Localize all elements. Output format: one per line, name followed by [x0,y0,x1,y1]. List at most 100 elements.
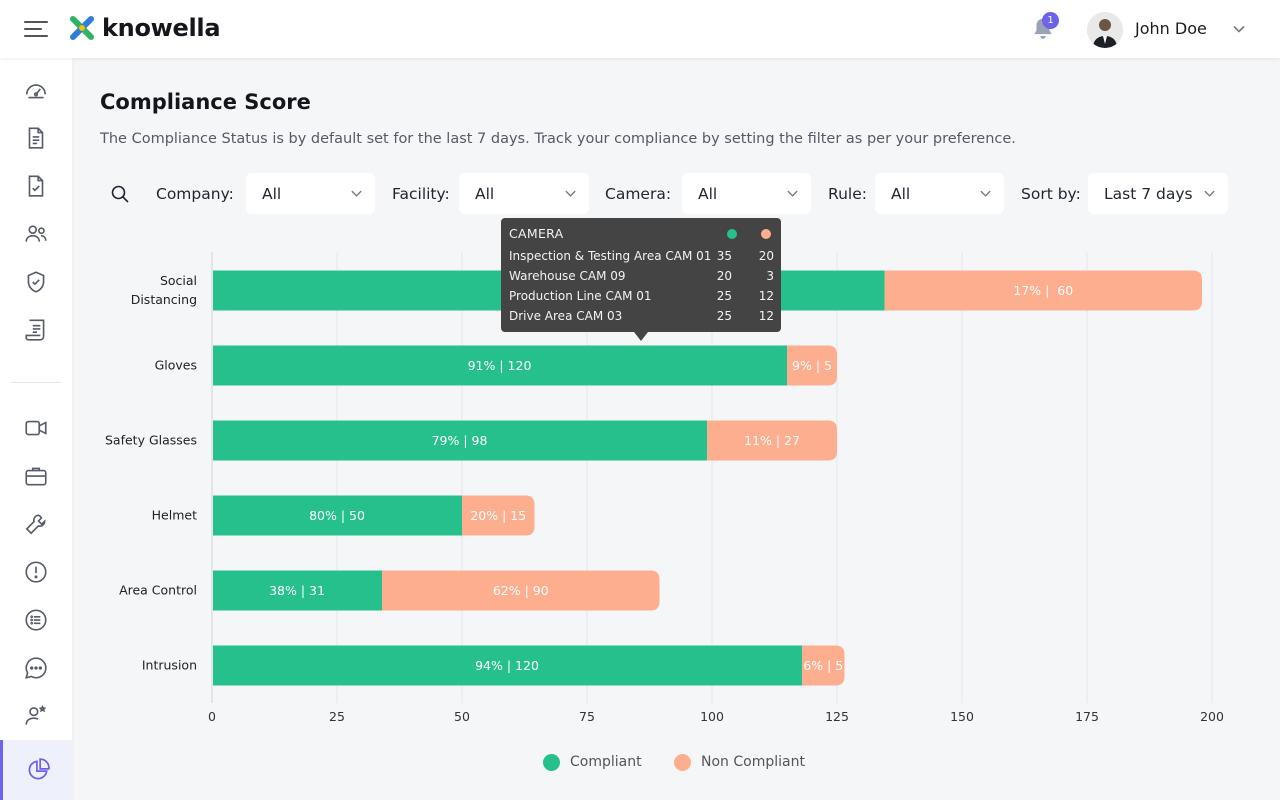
x-tick-label: 125 [825,709,849,724]
document-icon [28,127,44,149]
shield-check-icon [27,271,45,293]
sidebar-item-messages[interactable] [0,644,72,692]
chart-tooltip: CAMERA Inspection & Testing Area CAM 01 … [501,218,781,332]
y-category-label: Distancing [131,292,197,307]
tooltip-noncompliant-value: 20 [758,249,774,263]
company-select-value: All [262,185,282,203]
y-category-label: Social [160,273,197,288]
bar-noncompliant [800,645,845,686]
bar-noncompliant-label: 6% | 5 [803,658,843,673]
tooltip-compliant-value: 25 [716,309,732,323]
chevron-down-icon [1204,190,1215,197]
sidebar-item-checklists[interactable] [0,162,72,210]
tooltip-camera-name: Warehouse CAM 09 [509,269,626,283]
bar-noncompliant [705,420,837,461]
legend-noncompliant[interactable]: Non Compliant [674,751,805,773]
rule-select-value: All [891,185,911,203]
list-icon [25,609,47,631]
rule-select[interactable]: All [875,173,1004,214]
sidebar-item-tasks[interactable] [0,596,72,644]
bar-compliant [213,345,787,386]
camera-filter-label: Camera: [605,185,672,203]
knowella-logo-icon [70,16,94,40]
alert-icon [25,561,47,583]
chevron-down-icon[interactable] [1232,22,1246,36]
camera-select[interactable]: All [682,173,811,214]
x-tick-label: 150 [950,709,974,724]
checklist-document-icon [28,175,44,197]
tooltip-noncompliant-value: 3 [766,269,774,283]
user-name[interactable]: John Doe [1135,19,1207,38]
bar-compliant [213,495,462,536]
bar-noncompliant [460,495,535,536]
bar-noncompliant-label: 20% | 15 [470,508,526,523]
chat-icon [25,657,47,679]
legend-compliant[interactable]: Compliant [543,751,642,773]
camera-select-value: All [698,185,718,203]
y-category-label: Safety Glasses [105,433,197,448]
tooltip-row: Warehouse CAM 09 20 3 [509,269,774,289]
facility-select[interactable]: All [459,173,589,214]
avatar[interactable] [1087,12,1123,48]
top-bar: knowella 1 John Doe [0,0,1280,58]
x-tick-label: 175 [1075,709,1099,724]
sidebar-item-safety[interactable] [0,258,72,306]
facility-filter-label: Facility: [392,185,450,203]
bar-noncompliant-label: 62% | 90 [493,583,549,598]
legend-noncompliant-label: Non Compliant [701,754,805,770]
sidebar-item-assets[interactable] [0,452,72,500]
sidebar-item-maintenance[interactable] [0,500,72,548]
logo[interactable]: knowella [68,14,221,42]
tooltip-row: Production Line CAM 01 25 12 [509,289,774,309]
legend-noncompliant-dot [674,753,691,771]
search-icon[interactable] [110,184,130,204]
bar-compliant-label: 91% | 120 [468,358,532,373]
x-tick-label: 25 [329,709,345,724]
filter-bar: Company: All Facility: All Camera: All R… [100,173,1230,215]
sidebar-item-user-settings[interactable] [0,692,72,740]
y-category-label: Helmet [152,508,197,523]
tooltip-noncompliant-value: 12 [758,289,774,303]
sidebar-item-compliance[interactable] [0,740,72,800]
tooltip-row: Inspection & Testing Area CAM 01 35 20 [509,249,774,269]
menu-icon[interactable] [24,20,50,38]
bar-noncompliant [785,345,837,386]
bar-noncompliant [882,270,1202,311]
x-tick-label: 0 [208,709,216,724]
sidebar-item-cameras[interactable] [0,404,72,452]
tooltip-title: CAMERA [509,226,564,241]
sidebar-item-documents[interactable] [0,114,72,162]
dashboard-icon [25,84,47,99]
sidebar-item-reports[interactable] [0,306,72,354]
notification-badge: 1 [1042,12,1059,29]
tooltip-compliant-value: 25 [716,289,732,303]
company-filter-label: Company: [156,185,234,203]
sidebar-item-incidents[interactable] [0,548,72,596]
sidebar-item-dashboard[interactable] [0,66,72,114]
user-avatar-icon [1087,12,1123,48]
x-tick-label: 50 [454,709,470,724]
page-description: The Compliance Status is by default set … [100,131,1016,147]
bar-compliant-label: 80% | 50 [309,508,365,523]
company-select[interactable]: All [246,173,375,214]
sort-filter-label: Sort by: [1021,185,1081,203]
tooltip-compliant-value: 35 [716,249,732,263]
pie-chart-icon [28,758,50,780]
bar-compliant-label: 38% | 31 [269,583,325,598]
sort-select[interactable]: Last 7 days [1088,173,1228,214]
sidebar-item-users[interactable] [0,210,72,258]
y-category-label: Intrusion [142,658,197,673]
x-tick-label: 100 [700,709,724,724]
tooltip-camera-name: Drive Area CAM 03 [509,309,623,323]
sidebar-divider [11,382,61,383]
user-settings-icon [25,704,47,725]
bar-noncompliant-label: 11% | 27 [744,433,800,448]
brand-name: knowella [102,14,221,42]
legend-compliant-dot [543,753,560,771]
y-category-label: Gloves [155,358,197,373]
tooltip-noncompliant-value: 12 [758,309,774,323]
chevron-down-icon [787,190,798,197]
y-category-label: Area Control [119,583,197,598]
bar-compliant [213,645,802,686]
rule-filter-label: Rule: [828,185,867,203]
